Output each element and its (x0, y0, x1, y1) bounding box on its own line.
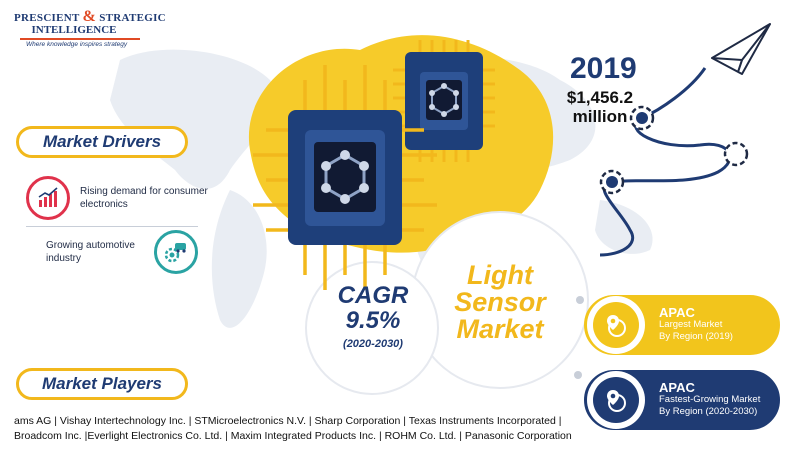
logo-line2: INTELLIGENCE (31, 24, 117, 36)
region-card-largest: APAC Largest Market By Region (2019) (584, 295, 780, 355)
market-title: Light Sensor Market (440, 262, 560, 343)
logo-tagline: Where knowledge inspires strategy (26, 41, 128, 48)
region-text: APAC Fastest-Growing Market By Region (2… (659, 380, 761, 418)
market-players-list: ams AG | Vishay Intertechnology Inc. | S… (14, 414, 594, 444)
title-line: Light (467, 260, 533, 290)
region-title: APAC (659, 380, 695, 395)
market-year: 2019 (570, 52, 637, 85)
cagr-period: (2020-2030) (343, 338, 403, 350)
driver-item-automotive: Growing automotive industry (46, 230, 198, 274)
paper-plane-icon (711, 23, 771, 75)
title-line: Market (456, 314, 544, 344)
growth-chart-icon (26, 176, 70, 220)
location-globe-icon (593, 377, 639, 423)
market-value-amount: $1,456.2 (566, 88, 634, 107)
cagr-circle (305, 261, 439, 395)
market-value-unit: million (572, 107, 628, 126)
logo-ampersand: & (82, 8, 97, 25)
logo-word-strategic: STRATEGIC (99, 12, 166, 24)
car-gear-icon (154, 230, 198, 274)
region-card-fastest: APAC Fastest-Growing Market By Region (2… (584, 370, 780, 430)
market-value: $1,456.2 million (560, 88, 640, 126)
region-title: APAC (659, 305, 695, 320)
region-text: APAC Largest Market By Region (2019) (659, 305, 733, 343)
cagr-block: CAGR 9.5% (2020-2030) (318, 282, 428, 351)
logo-underline (20, 38, 140, 40)
players-line: Broadcom Inc. |Everlight Electronics Co.… (14, 430, 572, 442)
driver-text: Rising demand for consumer electronics (80, 186, 208, 210)
logo-word-prescient: PRESCIENT (14, 12, 80, 24)
location-globe-icon (593, 302, 639, 348)
region-subtitle: Largest Market (659, 319, 723, 330)
path-node (723, 141, 749, 167)
players-line: ams AG | Vishay Intertechnology Inc. | S… (14, 415, 562, 427)
logo-line1: PRESCIENT & STRATEGIC (14, 8, 166, 26)
driver-item-consumer-electronics: Rising demand for consumer electronics (26, 176, 230, 220)
market-drivers-label: Market Drivers (42, 132, 162, 151)
company-logo: PRESCIENT & STRATEGIC INTELLIGENCE Where… (14, 8, 166, 48)
market-drivers-heading: Market Drivers (16, 126, 188, 158)
divider (26, 226, 198, 227)
cagr-label: CAGR (337, 282, 409, 309)
region-icon-ring (587, 371, 645, 429)
market-players-label: Market Players (41, 374, 163, 393)
driver-text: Growing automotive industry (46, 240, 135, 264)
region-icon-ring (587, 296, 645, 354)
market-players-heading: Market Players (16, 368, 188, 400)
region-subtitle: By Region (2020-2030) (659, 406, 758, 417)
chip-large-icon (253, 65, 437, 290)
title-line: Sensor (454, 287, 546, 317)
region-subtitle: By Region (2019) (659, 331, 733, 342)
cagr-value: 9.5% (345, 307, 401, 334)
region-subtitle: Fastest-Growing Market (659, 394, 761, 405)
chip-small-icon (393, 40, 495, 162)
